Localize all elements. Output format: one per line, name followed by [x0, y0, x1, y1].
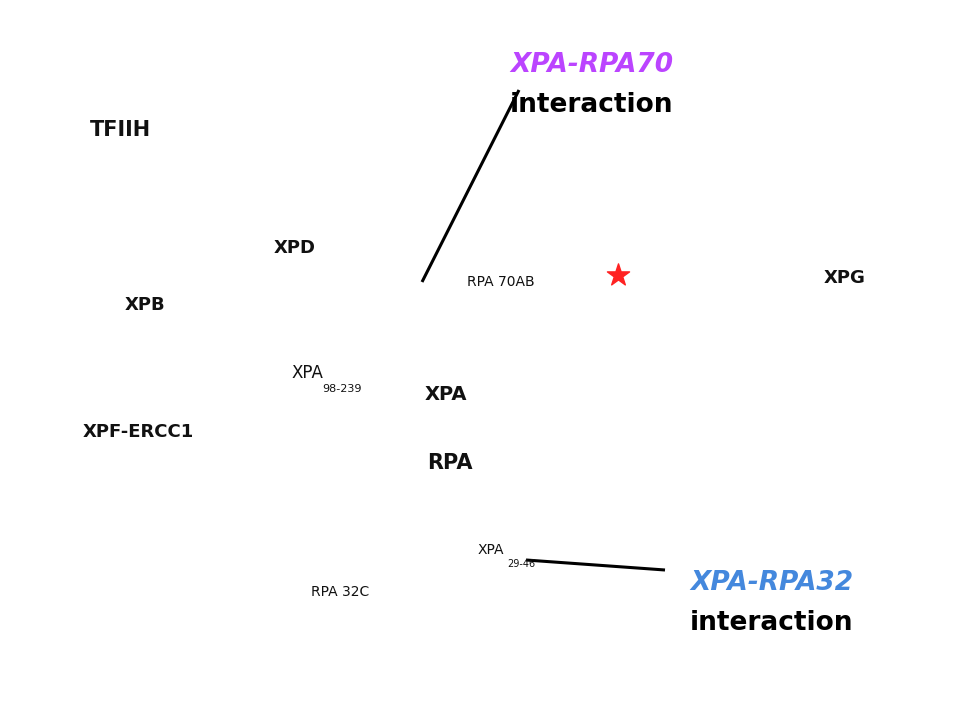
Text: XPB: XPB	[125, 296, 165, 314]
Text: 98-239: 98-239	[322, 384, 362, 394]
Text: XPA: XPA	[478, 543, 505, 557]
Text: RPA 70AB: RPA 70AB	[468, 275, 535, 289]
Text: interaction: interaction	[690, 610, 853, 636]
Text: interaction: interaction	[510, 92, 674, 118]
Text: XPA: XPA	[424, 385, 468, 405]
Point	[611, 269, 626, 281]
Text: XPA-RPA70: XPA-RPA70	[510, 52, 673, 78]
Text: XPA-RPA32: XPA-RPA32	[690, 570, 853, 596]
Text: XPD: XPD	[274, 239, 316, 257]
Text: TFIIH: TFIIH	[89, 120, 151, 140]
Text: RPA 32C: RPA 32C	[311, 585, 370, 599]
Text: RPA: RPA	[427, 453, 472, 473]
Text: 29-46: 29-46	[507, 559, 535, 569]
Text: XPA: XPA	[292, 364, 324, 382]
Text: XPF-ERCC1: XPF-ERCC1	[83, 423, 194, 441]
Text: XPG: XPG	[824, 269, 866, 287]
